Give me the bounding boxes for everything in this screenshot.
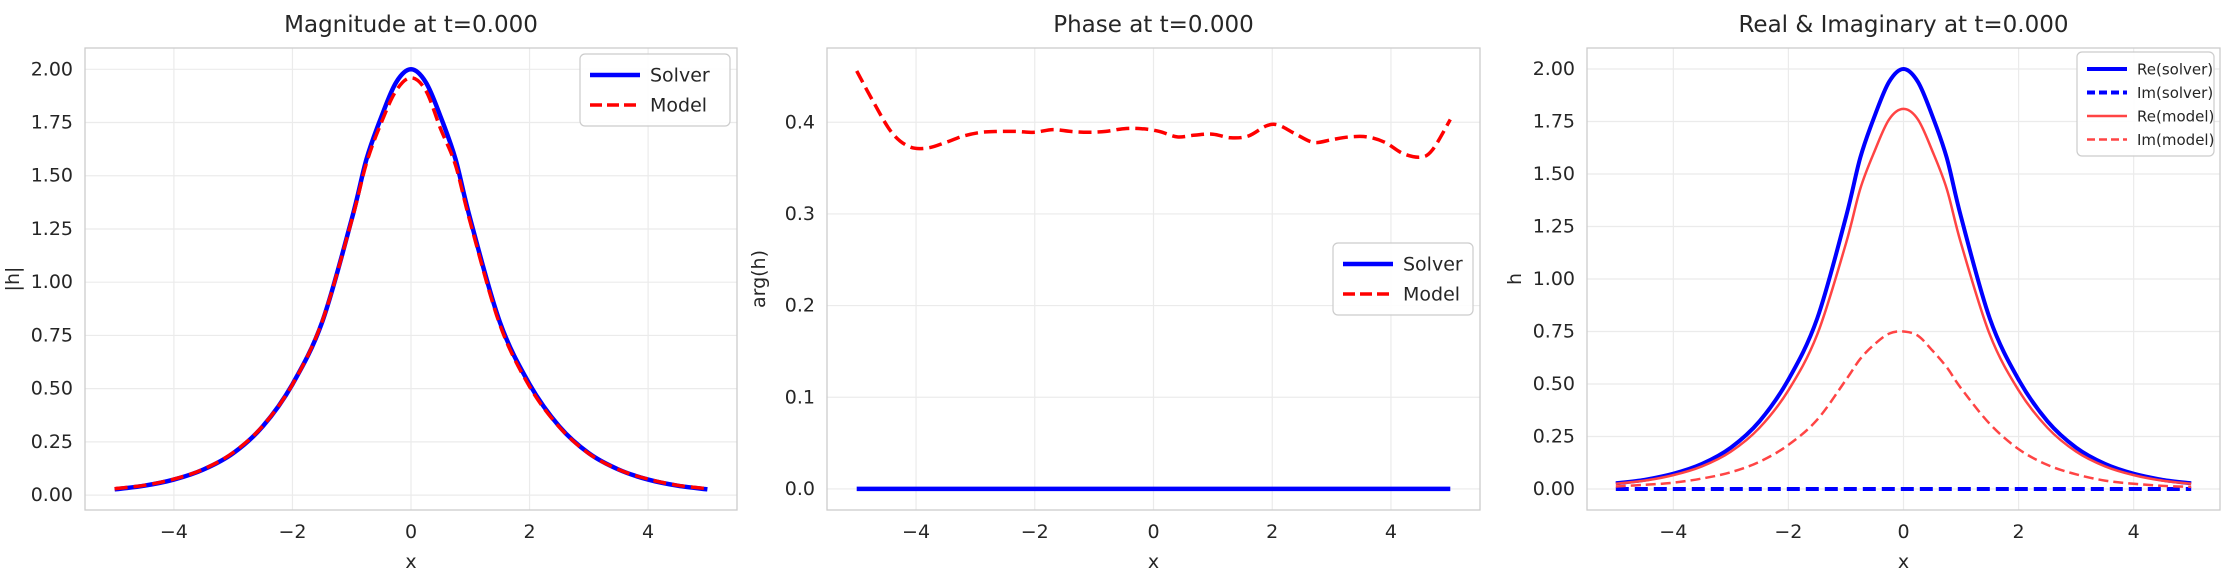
y-tick-label: 1.00 [31,271,73,293]
y-tick-label: 1.25 [1533,216,1575,238]
subplot-1: −4 −2 0 2 4 0.00 0.25 0.50 0.75 1.00 1.25 1.50 1.75 2… [2,12,738,573]
y-tick-label: 0.75 [1533,321,1575,343]
legend-box [1332,242,1474,316]
legend: Solver Model [1332,242,1474,316]
x-axis-label: x [1898,551,1909,573]
legend-label: Model [1403,284,1460,306]
y-tick-label: 0.50 [31,378,73,400]
legend: Re(solver) Im(solver) Re(model) Im(model) [2076,51,2215,157]
y-tick-label: 0.00 [31,484,73,506]
x-axis-label: x [405,551,416,573]
y-tick-label: 0.25 [1533,426,1575,448]
legend-label: Re(solver) [2137,60,2213,78]
x-tick-label: 2 [1266,521,1278,543]
x-axis-label: x [1148,551,1159,573]
x-tick-label: 4 [2128,521,2140,543]
legend-box [2076,51,2215,157]
y-tick-label: 0.1 [785,386,815,408]
axes-frame [84,47,738,511]
chart-title: Real & Imaginary at t=0.000 [1738,12,2068,38]
x-tick-label: 4 [642,521,654,543]
axes-frame [1586,47,2221,511]
legend-box [579,53,731,127]
x-tick-label: −2 [1774,521,1802,543]
x-tick-label: −4 [1659,521,1687,543]
legend: Solver Model [579,53,731,127]
x-tick-label: 2 [2013,521,2025,543]
series-line-im-model- [1615,330,2192,489]
y-axis-label: h [1504,273,1526,285]
y-tick-label: 1.50 [31,165,73,187]
legend-label: Model [650,95,707,117]
y-tick-label: 1.75 [31,112,73,134]
x-tick-label: 4 [1385,521,1397,543]
series-line-model [114,76,708,491]
x-tick-label: 0 [405,521,417,543]
x-tick-label: −4 [160,521,188,543]
y-axis-label: |h| [2,267,24,292]
legend-label: Solver [650,65,710,87]
legend-label: Im(model) [2137,131,2214,149]
x-tick-label: 0 [1147,521,1159,543]
series-line-model [855,70,1452,159]
x-tick-label: 0 [1897,521,1909,543]
subplot-3: −4 −2 0 2 4 0.00 0.25 0.50 0.75 1.00 1.25 1.50 1.75 2… [1504,12,2221,573]
y-tick-label: 0.4 [785,111,815,133]
x-tick-label: −2 [1021,521,1049,543]
y-tick-label: 1.25 [31,218,73,240]
series-line-re-model- [1615,107,2192,486]
y-tick-label: 0.75 [31,324,73,346]
y-tick-label: 0.50 [1533,373,1575,395]
x-tick-label: −2 [278,521,306,543]
y-tick-label: 2.00 [1533,58,1575,80]
chart-title: Magnitude at t=0.000 [284,12,538,38]
x-tick-label: −4 [902,521,930,543]
x-tick-label: 2 [523,521,535,543]
legend-label: Im(solver) [2137,84,2213,102]
y-tick-label: 0.00 [1533,478,1575,500]
y-tick-label: 1.50 [1533,163,1575,185]
y-tick-label: 0.2 [785,295,815,317]
y-tick-label: 0.25 [31,431,73,453]
y-tick-label: 1.75 [1533,111,1575,133]
axes-frame [826,47,1481,511]
chart-title: Phase at t=0.000 [1053,12,1254,38]
legend-label: Re(model) [2137,107,2214,125]
y-tick-label: 0.0 [785,478,815,500]
subplot-2: −4 −2 0 2 4 0.0 0.1 0.2 0.3 0.4 Phase at t=0.000 x a… [748,12,1481,573]
y-tick-label: 1.00 [1533,268,1575,290]
y-axis-label: arg(h) [748,250,770,308]
y-tick-label: 2.00 [31,58,73,80]
legend-label: Solver [1403,254,1463,276]
series-line-re-solver- [1615,67,2192,486]
y-tick-label: 0.3 [785,203,815,225]
